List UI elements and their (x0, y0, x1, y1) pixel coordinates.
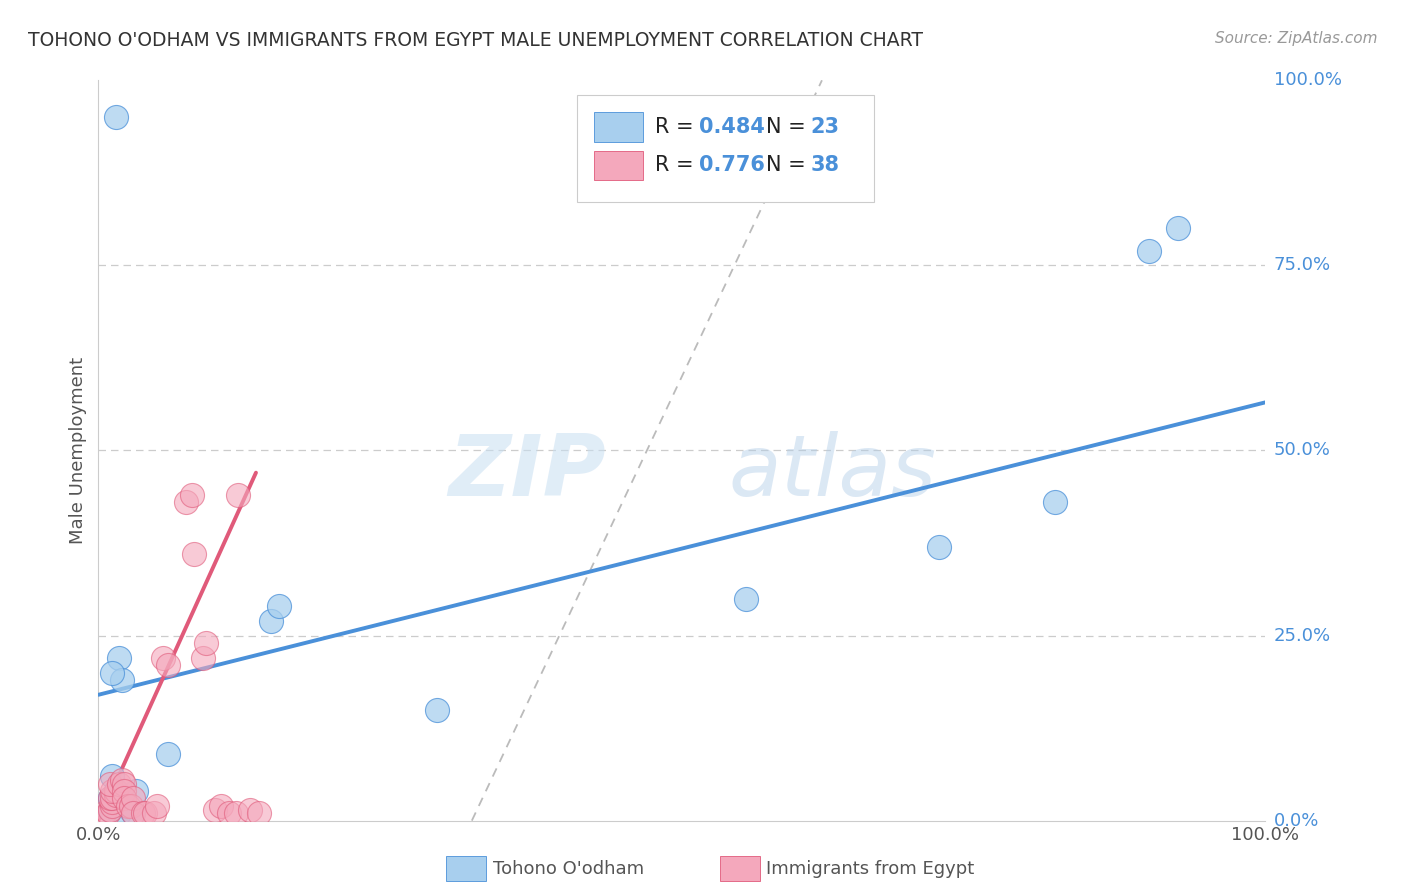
Point (97, 806, 120, 821)
Point (157, 747, 180, 761)
FancyBboxPatch shape (720, 856, 761, 881)
Point (101, 769, 124, 783)
Point (218, 806, 240, 821)
FancyBboxPatch shape (595, 112, 644, 142)
Text: 38: 38 (810, 155, 839, 176)
Point (193, 650, 215, 665)
Point (260, 614, 283, 628)
Text: R =: R = (655, 155, 700, 176)
Text: N =: N = (766, 155, 813, 176)
Text: Source: ZipAtlas.com: Source: ZipAtlas.com (1215, 31, 1378, 46)
Text: Tohono O'odham: Tohono O'odham (494, 860, 644, 878)
Point (239, 803, 262, 817)
Point (108, 776, 131, 791)
Point (735, 591, 758, 606)
Point (180, 488, 202, 502)
Point (101, 791, 124, 805)
Point (101, 798, 124, 813)
Point (112, 776, 135, 791)
Text: ZIP: ZIP (449, 431, 606, 514)
Point (98, 791, 121, 805)
Point (98, 776, 121, 791)
Point (125, 784, 148, 798)
Y-axis label: Male Unemployment: Male Unemployment (69, 357, 87, 544)
Point (108, 650, 131, 665)
Text: 100.0%: 100.0% (1274, 71, 1341, 89)
FancyBboxPatch shape (576, 95, 875, 202)
Text: Immigrants from Egypt: Immigrants from Egypt (766, 860, 974, 878)
Point (249, 806, 271, 821)
Point (1137, 244, 1160, 258)
Text: R =: R = (655, 117, 700, 137)
Point (122, 806, 145, 821)
Point (928, 540, 950, 554)
Point (269, 599, 291, 613)
Text: 50.0%: 50.0% (1274, 442, 1330, 459)
Point (111, 673, 134, 687)
Point (104, 111, 127, 125)
Point (112, 791, 135, 805)
Point (228, 488, 250, 502)
Point (132, 806, 155, 821)
Point (104, 784, 127, 798)
Point (111, 772, 134, 787)
Point (98, 791, 121, 805)
Point (112, 798, 135, 813)
Point (225, 806, 247, 821)
Point (120, 798, 142, 813)
Point (101, 665, 124, 680)
Point (104, 784, 127, 798)
Point (143, 806, 166, 821)
Point (98, 803, 121, 817)
Text: TOHONO O'ODHAM VS IMMIGRANTS FROM EGYPT MALE UNEMPLOYMENT CORRELATION CHART: TOHONO O'ODHAM VS IMMIGRANTS FROM EGYPT … (28, 31, 924, 50)
Text: 0.484: 0.484 (699, 117, 765, 137)
Point (93, 806, 115, 821)
Point (122, 791, 145, 805)
Point (1167, 221, 1189, 235)
Point (426, 703, 449, 717)
Text: 23: 23 (810, 117, 839, 137)
Point (1045, 495, 1067, 509)
Point (111, 791, 134, 805)
Text: 75.0%: 75.0% (1274, 256, 1331, 275)
Point (98, 803, 121, 817)
Text: 0.776: 0.776 (699, 155, 765, 176)
Point (157, 658, 180, 673)
Point (104, 788, 127, 802)
Point (134, 806, 156, 821)
Point (108, 806, 131, 821)
Point (194, 636, 217, 650)
Point (183, 547, 205, 561)
Text: N =: N = (766, 117, 813, 137)
Point (204, 803, 226, 817)
Text: 0.0%: 0.0% (1274, 812, 1319, 830)
Point (101, 795, 124, 809)
Point (152, 650, 174, 665)
FancyBboxPatch shape (595, 151, 644, 180)
Point (112, 784, 135, 798)
Point (101, 798, 124, 813)
Text: atlas: atlas (728, 431, 936, 514)
Point (209, 798, 232, 813)
Point (174, 495, 197, 509)
Point (117, 798, 139, 813)
Point (122, 806, 145, 821)
Text: 25.0%: 25.0% (1274, 626, 1331, 645)
Point (101, 784, 124, 798)
Point (146, 798, 169, 813)
FancyBboxPatch shape (446, 856, 486, 881)
